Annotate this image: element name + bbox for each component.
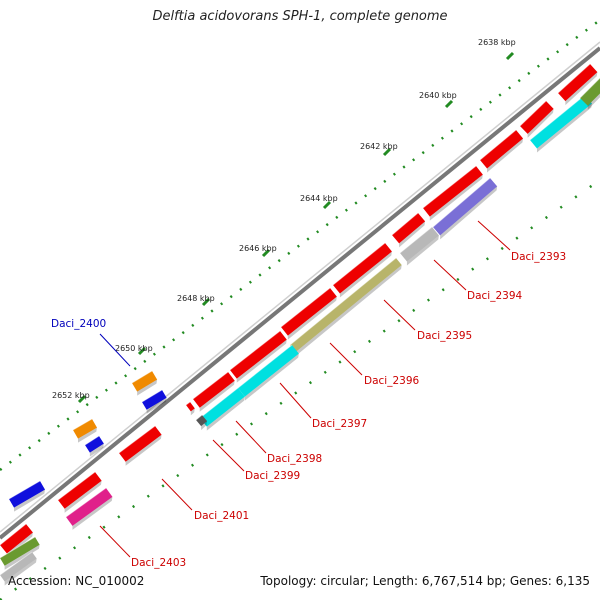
gene-block [579, 77, 600, 110]
gene-label: Daci_2399 [245, 470, 300, 482]
gene-block [185, 401, 195, 416]
gene-block [422, 165, 483, 221]
label-leader-line [329, 342, 363, 376]
gene-block [57, 471, 102, 513]
label-leader-line [279, 382, 312, 419]
accession-text: Accession: NC_010002 [8, 574, 145, 588]
gene-block [432, 177, 498, 240]
ruler-tick [505, 51, 515, 61]
ruler-tick [261, 248, 271, 258]
genome-backbone [0, 46, 600, 540]
gene-block [72, 418, 98, 443]
gene-block [529, 94, 592, 153]
gene-block [557, 63, 598, 106]
label-leader-line [212, 439, 245, 472]
label-leader-line [235, 420, 267, 454]
gene-block [0, 551, 37, 586]
gene-block [199, 387, 245, 431]
tick-label: 2646 kbp [239, 244, 277, 253]
gene-label: Daci_2401 [194, 510, 249, 522]
tick-label: 2652 kbp [52, 391, 90, 400]
tick-label: 2642 kbp [360, 142, 398, 151]
gene-label: Daci_2393 [511, 251, 566, 263]
lower-ruler [0, 178, 600, 600]
gene-label: Daci_2395 [417, 330, 472, 342]
gene-block [479, 129, 524, 173]
gene-label: Daci_2398 [267, 453, 322, 465]
topology-summary: Topology: circular; Length: 6,767,514 bp… [260, 574, 590, 588]
ruler-tick [77, 394, 87, 404]
label-leader-line [161, 478, 193, 511]
tick-label: 2644 kbp [300, 194, 338, 203]
ruler-tick [137, 346, 147, 356]
tick-label: 2640 kbp [419, 91, 457, 100]
label-leader-line [477, 220, 511, 251]
gene-block [399, 226, 439, 266]
gene-block [195, 414, 208, 431]
gene-block [332, 242, 392, 298]
genome-backbone-highlight [0, 41, 600, 533]
label-leader-line [99, 333, 131, 367]
ruler-tick [322, 200, 332, 210]
gene-block [131, 370, 158, 396]
tick-label: 2638 kbp [478, 38, 516, 47]
gene-label: Daci_2396 [364, 375, 420, 387]
gene-block [229, 330, 287, 383]
ruler-tick [444, 99, 454, 109]
label-leader-line [433, 259, 467, 291]
gene-block [84, 435, 104, 457]
gene-block [280, 287, 337, 340]
gene-block [65, 487, 113, 530]
gene-block [141, 389, 167, 414]
gene-label: Daci_2397 [312, 418, 367, 430]
position-ruler [0, 19, 600, 471]
gene-block [8, 480, 46, 512]
tick-label: 2648 kbp [177, 294, 215, 303]
ruler-tick [201, 297, 211, 307]
label-leader-line [383, 299, 416, 331]
gene-block [192, 371, 235, 412]
gene-block [519, 100, 554, 138]
gene-block [237, 344, 299, 401]
gene-block [391, 212, 426, 248]
gene-block [118, 425, 162, 466]
gene-block [289, 257, 402, 356]
gene-block [0, 536, 40, 570]
label-leader-line [99, 525, 131, 558]
gene-label: Daci_2403 [131, 557, 186, 569]
ruler-tick [382, 147, 392, 157]
gene-label: Daci_2400 [51, 318, 106, 330]
tick-label: 2650 kbp [115, 344, 153, 353]
map-title: Delftia acidovorans SPH-1, complete geno… [152, 9, 448, 24]
gene-label: Daci_2394 [467, 290, 523, 302]
